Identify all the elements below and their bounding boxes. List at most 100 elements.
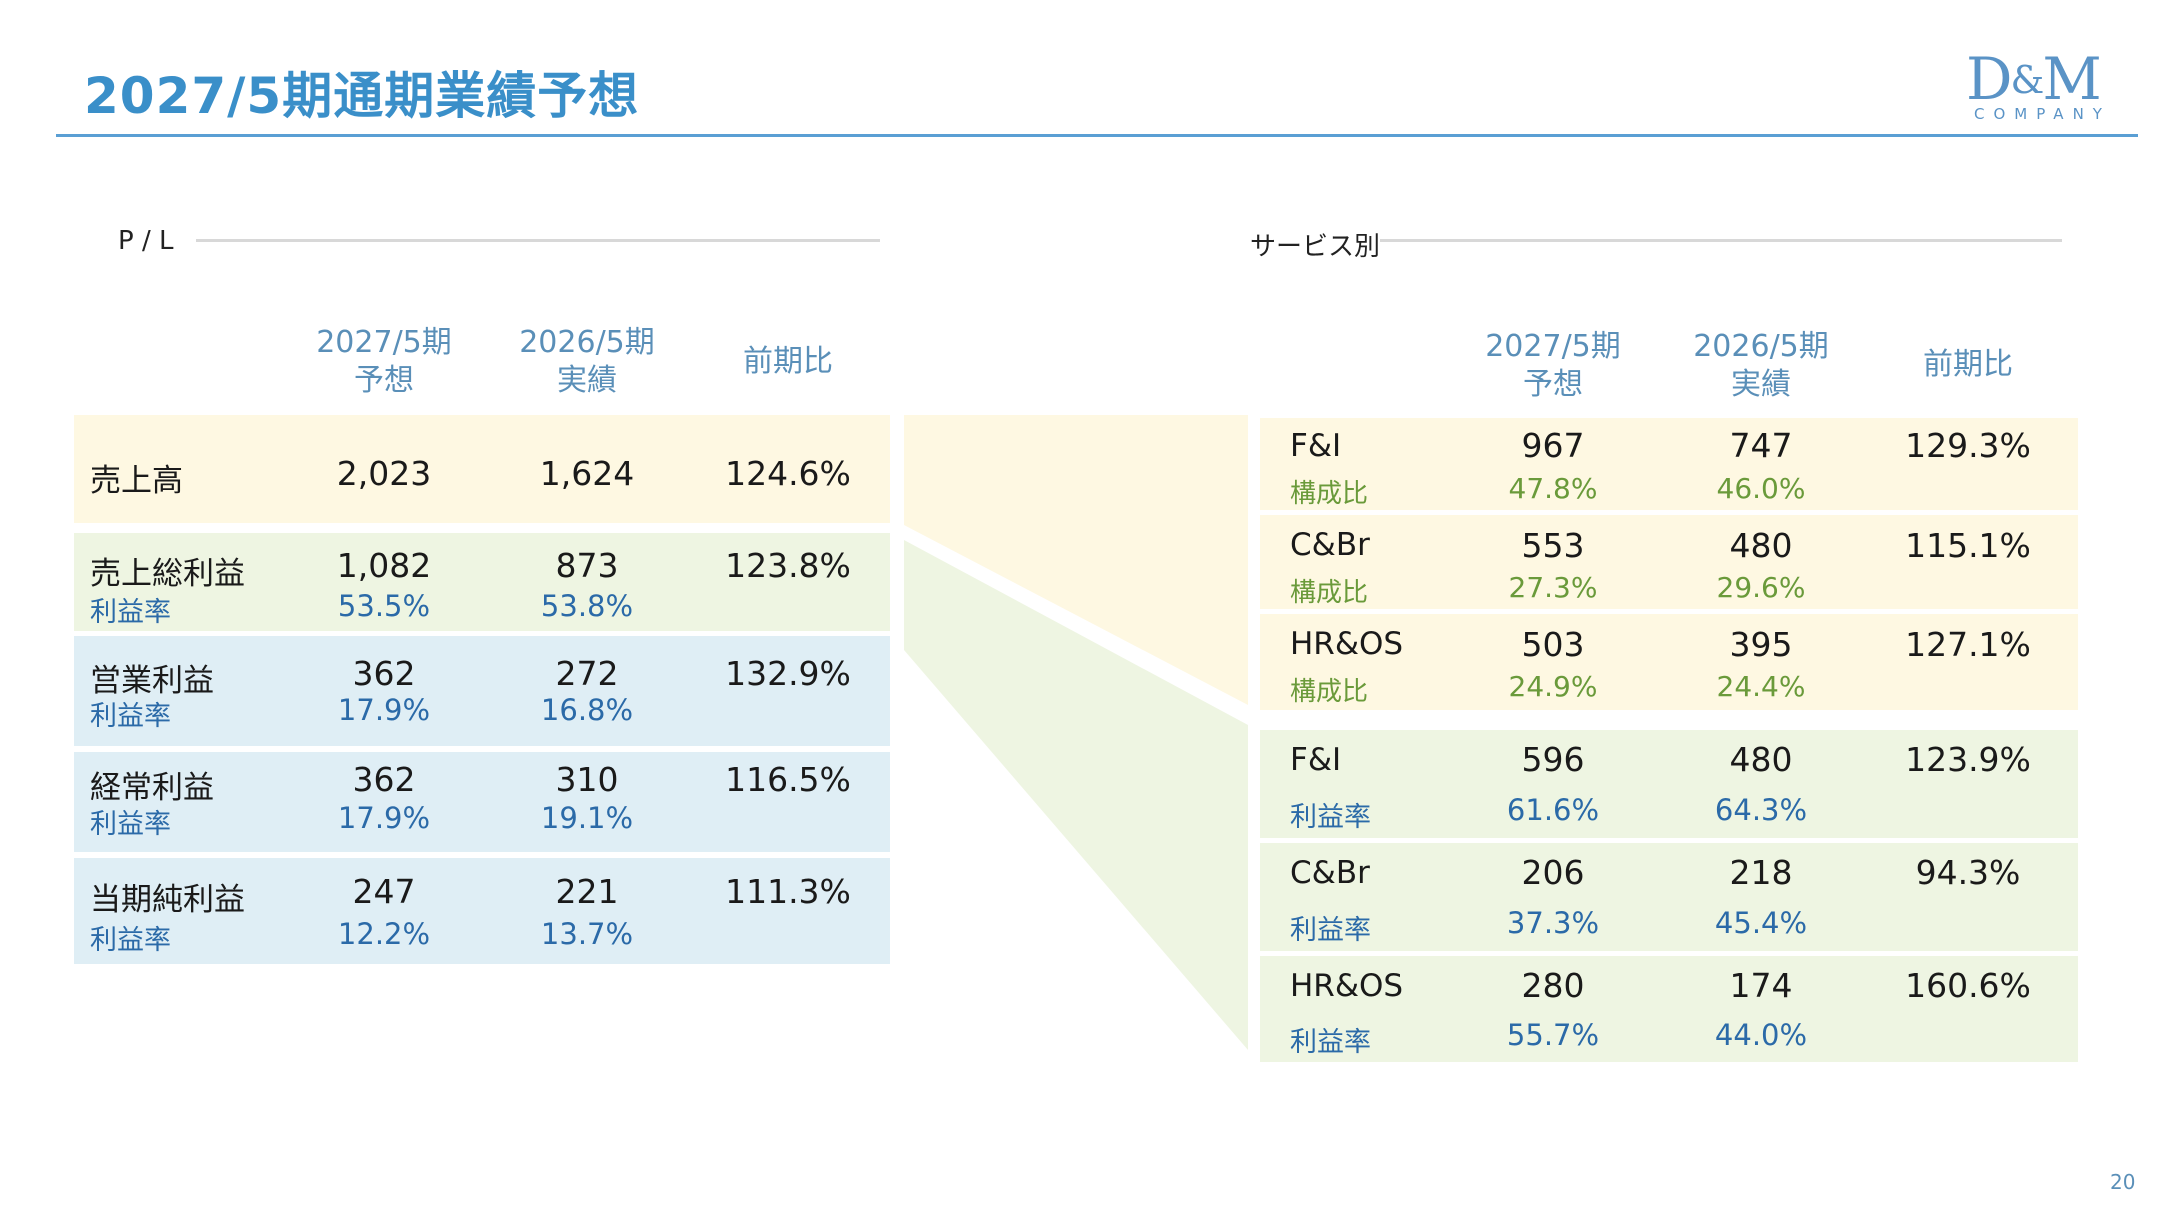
service-profit-actual: 480 <box>1729 740 1793 779</box>
pl-band-ordinary <box>74 752 890 852</box>
sales-connector <box>904 415 1248 705</box>
service-band-sales-hros <box>1260 614 2078 710</box>
pl-row-label: 営業利益 <box>90 663 214 699</box>
service-profit-sub-forecast: 37.3% <box>1506 906 1600 940</box>
pl-row-sub-label: 利益率 <box>90 597 171 628</box>
profit-connector <box>904 540 1248 1050</box>
pl-band-gross <box>74 533 890 631</box>
service-sales-label: F&I <box>1290 428 1342 464</box>
service-section-rule <box>1380 239 2062 242</box>
service-sales-forecast: 503 <box>1521 625 1585 664</box>
pl-row-forecast: 2,023 <box>336 454 432 493</box>
pl-row-sub-label: 利益率 <box>90 701 171 732</box>
service-profit-label: HR&OS <box>1290 968 1404 1004</box>
pl-row-actual: 873 <box>555 546 619 585</box>
service-sales-sub-actual: 24.4% <box>1716 670 1806 703</box>
pl-row-forecast: 247 <box>352 872 416 911</box>
logo-ampersand: & <box>2010 58 2045 102</box>
service-sales-actual: 480 <box>1729 526 1793 565</box>
pl-row-forecast: 362 <box>352 654 416 693</box>
service-band-sales-cbr <box>1260 515 2078 609</box>
service-sales-actual: 395 <box>1729 625 1793 664</box>
pl-row-sub-label: 利益率 <box>90 925 171 956</box>
service-profit-forecast: 596 <box>1521 740 1585 779</box>
service-band-profit-cbr <box>1260 843 2078 951</box>
service-profit-actual: 218 <box>1729 853 1793 892</box>
service-sales-forecast: 553 <box>1521 526 1585 565</box>
service-sales-sub-forecast: 27.3% <box>1508 571 1598 604</box>
pl-header-forecast-line2: 予想 <box>354 363 414 398</box>
pl-band-operating <box>74 636 890 746</box>
service-sales-label: C&Br <box>1290 527 1370 563</box>
service-sales-yoy: 129.3% <box>1905 426 2031 465</box>
pl-header-yoy: 前期比 <box>743 344 833 379</box>
service-profit-sub-actual: 45.4% <box>1714 906 1808 940</box>
service-sales-yoy: 115.1% <box>1905 526 2031 565</box>
pl-band-sales <box>74 415 890 523</box>
service-band-sales-fi <box>1260 418 2078 510</box>
service-profit-sub-label: 利益率 <box>1290 802 1371 833</box>
service-sales-actual: 747 <box>1729 426 1793 465</box>
service-profit-forecast: 206 <box>1521 853 1585 892</box>
service-sales-sub-label: 構成比 <box>1290 479 1369 509</box>
pl-row-label: 売上高 <box>90 463 183 499</box>
service-profit-forecast: 280 <box>1521 966 1585 1005</box>
service-profit-sub-forecast: 61.6% <box>1506 793 1600 827</box>
pl-row-yoy: 123.8% <box>725 546 851 585</box>
page-title: 2027/5期通期業績予想 <box>84 67 640 125</box>
service-header-actual-line1: 2026/5期 <box>1693 329 1829 364</box>
pl-row-sub-actual: 16.8% <box>540 693 634 727</box>
pl-row-actual: 272 <box>555 654 619 693</box>
pl-row-yoy: 124.6% <box>725 454 851 493</box>
service-profit-label: C&Br <box>1290 855 1370 891</box>
service-profit-yoy: 94.3% <box>1915 853 2021 892</box>
pl-row-sub-forecast: 53.5% <box>337 589 431 623</box>
pl-header-forecast-line1: 2027/5期 <box>316 325 452 360</box>
service-profit-sub-actual: 64.3% <box>1714 793 1808 827</box>
pl-row-sub-actual: 13.7% <box>540 917 634 951</box>
company-logo: D&M COMPANY <box>1966 50 2112 123</box>
pl-row-actual: 221 <box>555 872 619 911</box>
service-profit-yoy: 160.6% <box>1905 966 2031 1005</box>
service-profit-yoy: 123.9% <box>1905 740 2031 779</box>
pl-row-forecast: 362 <box>352 760 416 799</box>
service-sales-yoy: 127.1% <box>1905 625 2031 664</box>
pl-band-net <box>74 858 890 964</box>
pl-row-label: 経常利益 <box>90 770 214 806</box>
pl-row-actual: 310 <box>555 760 619 799</box>
service-sales-sub-label: 構成比 <box>1290 677 1369 707</box>
pl-row-sub-actual: 53.8% <box>540 589 634 623</box>
service-profit-sub-label: 利益率 <box>1290 915 1371 946</box>
service-sales-label: HR&OS <box>1290 626 1404 662</box>
service-header-forecast: 2027/5期 予想 <box>1453 328 1653 404</box>
service-sales-sub-label: 構成比 <box>1290 578 1369 608</box>
service-sales-forecast: 967 <box>1521 426 1585 465</box>
pl-header-forecast: 2027/5期 予想 <box>284 324 484 400</box>
pl-section-rule <box>196 239 880 242</box>
logo-letter-d: D <box>1966 45 2012 113</box>
service-header-actual-line2: 実績 <box>1731 367 1791 402</box>
pl-row-sub-forecast: 17.9% <box>337 693 431 727</box>
pl-row-label: 売上総利益 <box>90 556 245 592</box>
pl-row-yoy: 116.5% <box>725 760 851 799</box>
service-header-yoy: 前期比 <box>1923 347 2013 382</box>
page-number: 20 <box>2110 1170 2136 1194</box>
service-profit-sub-label: 利益率 <box>1290 1027 1371 1058</box>
service-header-forecast-line1: 2027/5期 <box>1485 329 1621 364</box>
service-sales-sub-forecast: 47.8% <box>1508 472 1598 505</box>
title-divider <box>56 134 2138 137</box>
service-band-profit-fi <box>1260 730 2078 838</box>
service-header-forecast-line2: 予想 <box>1523 367 1583 402</box>
service-profit-label: F&I <box>1290 742 1342 778</box>
service-profit-sub-actual: 44.0% <box>1714 1018 1808 1052</box>
service-sales-sub-actual: 46.0% <box>1716 472 1806 505</box>
pl-row-actual: 1,624 <box>539 454 635 493</box>
logo-letter-m: M <box>2042 45 2101 113</box>
pl-row-sub-label: 利益率 <box>90 809 171 840</box>
pl-row-yoy: 132.9% <box>725 654 851 693</box>
pl-header-actual-line2: 実績 <box>557 363 617 398</box>
pl-row-forecast: 1,082 <box>336 546 432 585</box>
logo-subtitle: COMPANY <box>1974 105 2111 123</box>
service-header-actual: 2026/5期 実績 <box>1661 328 1861 404</box>
